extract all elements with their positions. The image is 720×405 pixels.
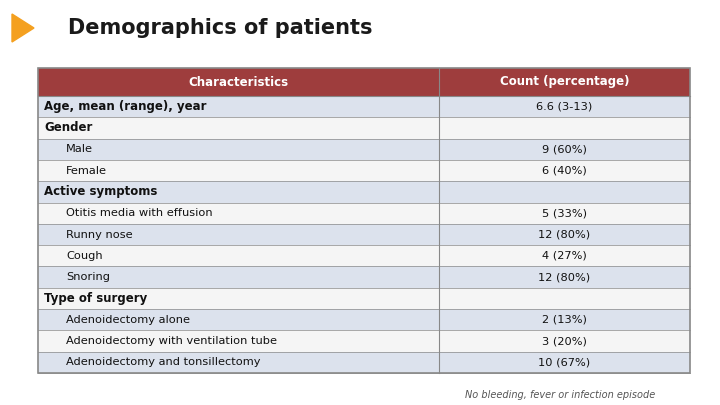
Text: Snoring: Snoring <box>66 272 110 282</box>
Text: Otitis media with effusion: Otitis media with effusion <box>66 208 212 218</box>
Bar <box>38 202 690 224</box>
Text: Cough: Cough <box>66 251 103 261</box>
Bar <box>38 245 690 266</box>
Text: No bleeding, fever or infection episode: No bleeding, fever or infection episode <box>465 390 655 400</box>
Text: 3 (20%): 3 (20%) <box>542 336 587 346</box>
Bar <box>38 160 690 181</box>
Text: 12 (80%): 12 (80%) <box>539 272 590 282</box>
Bar <box>38 266 690 288</box>
Bar <box>38 68 690 96</box>
Text: 2 (13%): 2 (13%) <box>542 315 587 325</box>
Text: Active symptoms: Active symptoms <box>44 185 158 198</box>
Bar <box>38 96 690 117</box>
Bar <box>38 352 690 373</box>
Text: 6 (40%): 6 (40%) <box>542 166 587 176</box>
Text: Gender: Gender <box>44 122 92 134</box>
Text: Male: Male <box>66 144 93 154</box>
Text: 9 (60%): 9 (60%) <box>542 144 587 154</box>
Bar <box>38 330 690 352</box>
Bar <box>38 309 690 330</box>
Bar <box>38 288 690 309</box>
Text: 10 (67%): 10 (67%) <box>539 357 590 367</box>
Text: 12 (80%): 12 (80%) <box>539 230 590 239</box>
Text: Female: Female <box>66 166 107 176</box>
Text: 6.6 (3-13): 6.6 (3-13) <box>536 102 593 112</box>
Polygon shape <box>12 14 34 42</box>
Text: Count (percentage): Count (percentage) <box>500 75 629 89</box>
Text: Runny nose: Runny nose <box>66 230 132 239</box>
Text: Adenoidectomy and tonsillectomy: Adenoidectomy and tonsillectomy <box>66 357 261 367</box>
Text: Demographics of patients: Demographics of patients <box>68 18 372 38</box>
Text: Adenoidectomy alone: Adenoidectomy alone <box>66 315 190 325</box>
Text: 5 (33%): 5 (33%) <box>542 208 587 218</box>
Bar <box>38 117 690 139</box>
Bar <box>38 181 690 202</box>
Text: Age, mean (range), year: Age, mean (range), year <box>44 100 207 113</box>
Text: Adenoidectomy with ventilation tube: Adenoidectomy with ventilation tube <box>66 336 277 346</box>
Text: Characteristics: Characteristics <box>189 75 289 89</box>
Bar <box>38 68 690 373</box>
Bar <box>38 139 690 160</box>
Text: Type of surgery: Type of surgery <box>44 292 148 305</box>
Text: 4 (27%): 4 (27%) <box>542 251 587 261</box>
Bar <box>38 224 690 245</box>
